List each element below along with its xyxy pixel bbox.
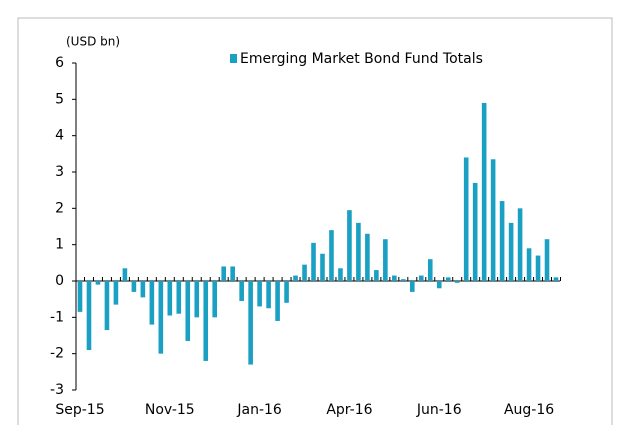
bar <box>221 266 226 281</box>
bar <box>490 159 496 281</box>
bar <box>122 268 128 281</box>
bar <box>410 281 415 292</box>
bar <box>365 233 370 281</box>
y-tick-label: -2 <box>50 346 64 362</box>
bar <box>203 281 209 361</box>
bar <box>302 264 307 281</box>
bar <box>418 275 424 281</box>
bar <box>239 281 244 301</box>
y-tick-label: 1 <box>55 237 64 253</box>
y-tick-label: 3 <box>55 164 64 180</box>
bar <box>383 239 388 281</box>
y-axis-label: (USD bn) <box>66 35 120 49</box>
y-tick-label: 0 <box>55 273 64 289</box>
y-tick-label: -3 <box>50 382 64 398</box>
bar <box>401 279 406 281</box>
bar <box>185 281 191 341</box>
bar <box>149 281 155 325</box>
y-tick-label: 6 <box>55 55 64 71</box>
x-tick-label: Sep-15 <box>55 402 104 418</box>
bar <box>392 275 397 281</box>
legend-label: Emerging Market Bond Fund Totals <box>240 51 483 67</box>
bar <box>356 222 361 281</box>
bar <box>535 255 541 281</box>
bar <box>544 239 550 281</box>
y-tick-label: 4 <box>55 128 64 144</box>
bar <box>374 270 379 281</box>
y-tick-label: 2 <box>55 200 64 216</box>
bar <box>472 182 478 281</box>
bar <box>445 277 451 281</box>
bar <box>454 281 460 283</box>
y-tick-label: 5 <box>55 91 64 107</box>
bar <box>104 281 110 331</box>
bar <box>481 102 487 281</box>
bar <box>230 266 235 281</box>
bar <box>95 281 101 285</box>
bar <box>167 281 173 316</box>
bar <box>427 259 433 281</box>
bar <box>266 281 271 309</box>
bar <box>113 281 119 305</box>
bar <box>275 281 280 321</box>
bar <box>508 222 514 281</box>
bar <box>158 281 164 354</box>
bar <box>257 281 262 307</box>
bar <box>284 281 289 303</box>
bar <box>347 210 352 281</box>
x-tick-label: Apr-16 <box>326 402 372 418</box>
bar <box>293 275 298 281</box>
bar <box>553 277 559 281</box>
bar <box>77 281 83 312</box>
bar <box>338 268 343 281</box>
bar <box>499 201 505 281</box>
bar <box>131 281 137 292</box>
bar <box>329 230 334 281</box>
bar <box>194 281 200 318</box>
bar <box>86 281 92 351</box>
bar <box>526 248 532 281</box>
x-tick-label: Jun-16 <box>416 402 462 418</box>
x-tick-label: Aug-16 <box>504 402 554 418</box>
x-tick-label: Jan-16 <box>236 402 282 418</box>
legend-swatch <box>230 54 237 63</box>
bar <box>463 157 469 281</box>
bar <box>517 208 523 281</box>
bar <box>311 242 316 281</box>
bar <box>140 281 146 298</box>
bar <box>320 253 325 281</box>
bar <box>248 281 253 365</box>
x-tick-label: Nov-15 <box>145 402 195 418</box>
frame <box>17 17 613 425</box>
y-tick-label: -1 <box>50 309 64 325</box>
bar <box>212 281 218 318</box>
bar <box>436 281 442 289</box>
bar <box>176 281 182 314</box>
